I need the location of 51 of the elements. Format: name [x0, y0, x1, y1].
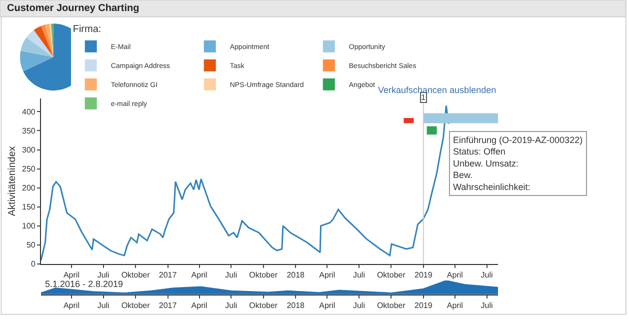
x-tick-label: Oktober — [376, 270, 406, 280]
x-tick-label: April — [319, 270, 336, 280]
pie-slice — [34, 26, 54, 58]
x-tick-label: Juli — [225, 300, 238, 310]
x-tick-label: Juli — [97, 270, 110, 280]
y-tick-label: 50 — [26, 240, 36, 250]
y-tick-label: 100 — [22, 222, 36, 231]
x-tick-label: 2018 — [286, 300, 306, 310]
y-tick-label: 300 — [22, 146, 36, 155]
x-tick-label: Oktober — [121, 270, 150, 280]
y-tick-label: 0 — [30, 260, 36, 269]
x-tick-label: Juli — [352, 270, 366, 280]
x-tick-label: Oktober — [121, 300, 150, 310]
legend-title: Firma: — [72, 24, 102, 35]
x-tick-label: April — [63, 300, 80, 310]
y-tick-label: 400 — [22, 108, 36, 117]
x-tick-label: Juli — [97, 300, 110, 310]
y-tick-label: 150 — [22, 202, 36, 212]
x-tick-label: April — [191, 270, 208, 280]
text: Verkaufschancen ausblenden — [378, 85, 496, 95]
x-tick-label: April — [446, 300, 464, 310]
x-tick-label: Oktober — [249, 300, 278, 310]
pie-slice — [45, 24, 54, 58]
pie-slice — [26, 30, 54, 58]
x-tick-label: 2019 — [414, 270, 433, 280]
x-tick-label: 2017 — [158, 270, 178, 280]
y-tick-label: 200 — [22, 184, 36, 193]
x-tick-label: Juli — [480, 300, 494, 310]
x-tick-label: April — [319, 300, 336, 310]
x-tick-label: 2019 — [414, 300, 433, 310]
x-tick-label: Juli — [225, 270, 238, 280]
x-tick-label: Juli — [352, 300, 366, 310]
y-axis-title: Aktivitätenindex — [7, 146, 18, 216]
y-tick-label: 350 — [22, 126, 36, 136]
chart-title: Customer Journey Charting — [7, 3, 140, 14]
x-tick-label: Juli — [480, 270, 494, 280]
pie-slice — [49, 24, 54, 58]
y-tick-label: 250 — [22, 164, 36, 174]
pie-slice — [20, 37, 54, 58]
pie-slice — [41, 24, 54, 58]
x-tick-label: Oktober — [249, 270, 278, 280]
annotation: 5.1.2016 - 2.8.2019 — [45, 279, 124, 289]
x-tick-label: April — [446, 270, 464, 280]
x-tick-label: 2017 — [158, 300, 178, 310]
annotation: Einführung (O-2019-AZ-000322) Status: Offen Unbew. Umsatz: Bew. Wahrscheinlichkeit: — [453, 135, 583, 192]
x-tick-label: Oktober — [376, 300, 406, 310]
ref-line-label: 1 — [421, 93, 426, 102]
x-tick-label: 2018 — [286, 270, 306, 280]
x-tick-label: April — [191, 300, 208, 310]
x-tick-label: April — [63, 270, 80, 280]
pie-slice — [20, 50, 54, 72]
